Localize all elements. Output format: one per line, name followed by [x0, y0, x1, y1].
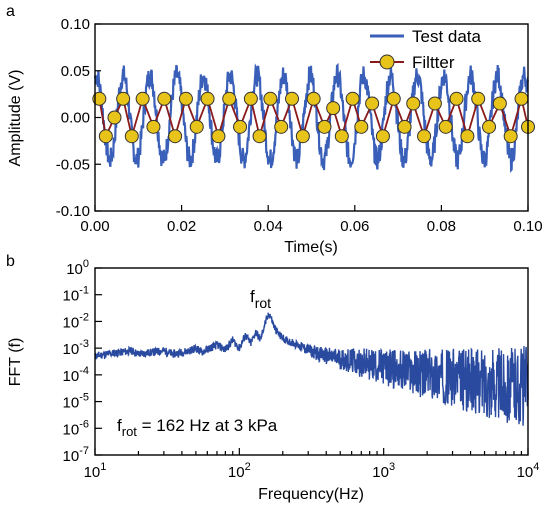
filter-point — [471, 91, 486, 106]
filter-point — [492, 96, 507, 111]
filter-point — [460, 129, 475, 144]
filter-point — [92, 91, 107, 106]
legend-filter-swatch-marker — [379, 54, 395, 70]
x-tick-label: 0.00 — [80, 218, 109, 235]
x-tick-label: 0.10 — [513, 218, 542, 235]
plot-a-series — [92, 62, 535, 173]
filter-point — [482, 119, 497, 134]
frot-note-rest: = 162 Hz at 3 kPa — [137, 416, 278, 435]
x-tick-label: 0.04 — [254, 218, 283, 235]
filter-point — [252, 129, 267, 144]
x-tick-label: 0.08 — [427, 218, 456, 235]
peak-annotation-sub: rot — [255, 295, 271, 311]
filter-point — [135, 91, 150, 106]
y-tick-label: 10-4 — [63, 365, 89, 385]
plot-a-frame — [94, 23, 529, 212]
y-tick-label: 0.05 — [61, 63, 90, 80]
filter-point — [107, 110, 122, 125]
fft-spectrum-line — [94, 312, 529, 426]
filter-point — [98, 129, 113, 144]
filter-point — [365, 96, 380, 111]
y-tick-label: -0.10 — [56, 203, 90, 220]
filter-point — [124, 129, 139, 144]
filter-point — [386, 91, 401, 106]
filter-point — [200, 91, 215, 106]
filter-point — [326, 101, 341, 116]
test-data-line — [93, 62, 530, 173]
filter-point — [295, 129, 310, 144]
filter-point — [514, 91, 529, 106]
x-tick-label: 103 — [372, 461, 395, 481]
frot-note-base: f — [117, 416, 122, 435]
x-tick-label: 101 — [84, 461, 107, 481]
plot-a-axes: 0.00 0.02 0.04 0.06 0.08 0.10 -0.10 -0.05 0.00 0.… — [56, 16, 543, 235]
filter-point — [222, 91, 237, 106]
plot-b-axes: 101 102 103 104 100 10-1 10-2 10-3 10-4 10-5 10-6 1… — [63, 258, 540, 481]
plot-b-series — [94, 312, 529, 426]
y-tick-label: -0.05 — [56, 156, 90, 173]
filter-point — [345, 91, 360, 106]
filter-point — [116, 91, 131, 106]
legend: Test data Filtter — [370, 27, 482, 72]
plot-a-xlabel: Time(s) — [284, 239, 338, 256]
filter-point — [168, 129, 183, 144]
y-tick-label: 10-3 — [63, 338, 89, 358]
x-tick-label: 0.02 — [167, 218, 196, 235]
filter-point — [306, 91, 321, 106]
filter-point — [233, 119, 248, 134]
filter-point — [263, 91, 278, 106]
filter-point — [243, 91, 258, 106]
filter-point — [285, 91, 300, 106]
peak-annotation: frot — [250, 287, 271, 311]
legend-filter-label: Filtter — [412, 53, 455, 72]
filter-point — [438, 119, 453, 134]
x-tick-label: 104 — [517, 461, 540, 481]
filter-point — [146, 119, 161, 134]
x-tick-label: 102 — [228, 461, 251, 481]
filter-point — [354, 119, 369, 134]
y-tick-label: 0.00 — [61, 110, 90, 127]
y-tick-label: 10-5 — [63, 392, 89, 412]
frot-note: frot = 162 Hz at 3 kPa — [117, 416, 278, 439]
filter-point — [178, 91, 193, 106]
panel-a-label: a — [6, 3, 15, 20]
y-tick-label: 10-7 — [63, 445, 89, 465]
filter-point — [397, 119, 412, 134]
panel-b: b 101 102 103 104 100 10-1 10-2 10-3 10-4 10-5 10-… — [6, 253, 539, 503]
plot-b-xlabel: Frequency(Hz) — [258, 486, 364, 503]
filter-point — [417, 129, 432, 144]
filter-point — [449, 91, 464, 106]
y-tick-label: 10-6 — [63, 418, 89, 438]
filter-point — [427, 96, 442, 111]
x-tick-label: 0.06 — [340, 218, 369, 235]
filter-point — [211, 129, 226, 144]
filter-point — [317, 119, 332, 134]
y-tick-label: 10-2 — [63, 311, 89, 331]
filter-point — [334, 129, 349, 144]
plot-b-frame — [94, 267, 529, 456]
y-tick-label: 10-1 — [63, 285, 89, 305]
legend-test-data-label: Test data — [412, 27, 482, 46]
filter-point — [274, 119, 289, 134]
filter-point — [189, 119, 204, 134]
plot-b-ylabel: FFT (f) — [7, 338, 24, 387]
plot-a-ylabel: Amplitude (V) — [7, 70, 24, 167]
frot-note-sub: rot — [122, 424, 138, 439]
panel-a: a 0.00 0.02 0.04 0.06 0.08 0.10-0.10-0.050.00… — [6, 3, 543, 256]
filter-point — [157, 91, 172, 106]
peak-annotation-base: f — [250, 287, 255, 306]
panel-b-label: b — [6, 253, 15, 270]
y-tick-label: 0.10 — [61, 16, 90, 33]
filter-point — [503, 129, 518, 144]
filter-point — [375, 129, 390, 144]
y-tick-label: 100 — [66, 258, 89, 278]
filter-point — [406, 96, 421, 111]
